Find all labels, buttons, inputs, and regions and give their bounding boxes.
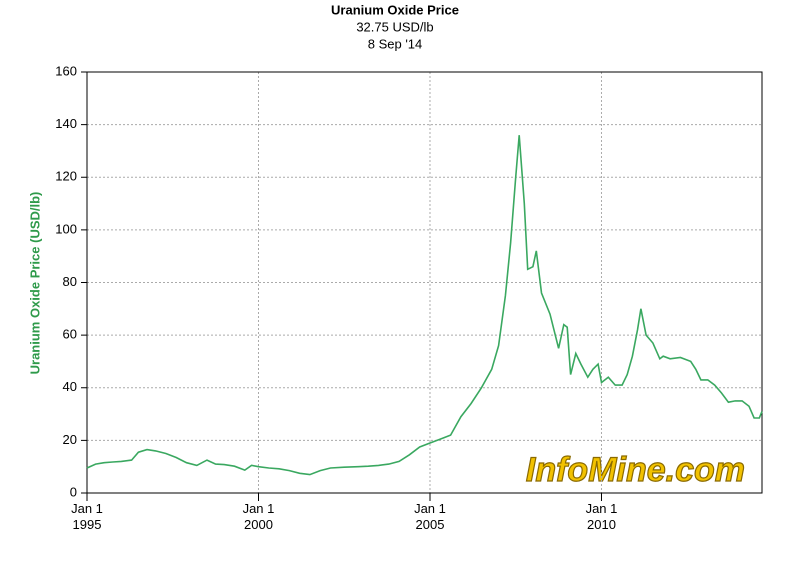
plot-frame bbox=[86, 71, 763, 494]
watermark: InfoMine.com bbox=[526, 451, 745, 489]
y-tick-label: 100 bbox=[55, 221, 77, 236]
chart-subtitle: 32.75 USD/lb bbox=[356, 19, 433, 34]
y-tick-label: 120 bbox=[55, 169, 77, 184]
x-tick-label: Jan 1 2010 bbox=[585, 501, 618, 532]
y-tick-label: 0 bbox=[70, 484, 77, 499]
price-line bbox=[86, 135, 763, 476]
chart-title: Uranium Oxide Price bbox=[331, 2, 459, 17]
y-tick-label: 40 bbox=[63, 379, 77, 394]
x-tick-label: Jan 1 2000 bbox=[242, 501, 275, 532]
y-tick-label: 60 bbox=[63, 327, 77, 342]
y-axis-label: Uranium Oxide Price (USD/lb) bbox=[27, 192, 42, 375]
y-tick-label: 20 bbox=[63, 432, 77, 447]
x-tick-label: Jan 1 1995 bbox=[71, 501, 103, 532]
y-tick-label: 160 bbox=[55, 63, 77, 78]
y-tick-label: 140 bbox=[55, 116, 77, 131]
chart-date: 8 Sep '14 bbox=[368, 36, 423, 51]
x-tick-label: Jan 1 2005 bbox=[414, 501, 446, 532]
y-tick-label: 80 bbox=[63, 274, 77, 289]
